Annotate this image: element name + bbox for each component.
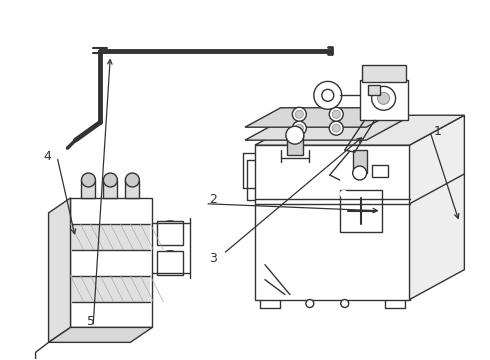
Polygon shape — [360, 80, 408, 120]
Polygon shape — [371, 165, 388, 177]
Polygon shape — [73, 276, 150, 302]
Polygon shape — [287, 135, 303, 155]
Text: 1: 1 — [434, 125, 442, 138]
Text: 2: 2 — [209, 193, 217, 206]
Circle shape — [125, 173, 139, 187]
Polygon shape — [245, 108, 402, 127]
Circle shape — [295, 124, 303, 132]
Circle shape — [306, 300, 314, 307]
Polygon shape — [71, 198, 152, 328]
Text: 5: 5 — [87, 315, 95, 328]
Circle shape — [286, 126, 304, 144]
Circle shape — [165, 258, 175, 268]
Polygon shape — [157, 221, 183, 245]
Polygon shape — [157, 251, 183, 275]
Circle shape — [293, 121, 306, 135]
Text: 3: 3 — [209, 252, 217, 265]
Circle shape — [371, 86, 395, 110]
Circle shape — [341, 300, 349, 307]
Polygon shape — [410, 115, 465, 300]
Polygon shape — [125, 180, 139, 198]
Circle shape — [165, 228, 175, 238]
Polygon shape — [368, 85, 380, 95]
Circle shape — [293, 107, 306, 121]
Circle shape — [158, 251, 182, 275]
Polygon shape — [245, 119, 406, 140]
Polygon shape — [73, 224, 150, 250]
Circle shape — [332, 124, 340, 132]
Circle shape — [81, 173, 96, 187]
Polygon shape — [49, 328, 152, 342]
Circle shape — [103, 173, 118, 187]
Circle shape — [378, 92, 390, 104]
Polygon shape — [353, 150, 367, 173]
Circle shape — [329, 121, 343, 135]
Circle shape — [295, 110, 303, 118]
Circle shape — [322, 89, 334, 101]
Circle shape — [329, 107, 343, 121]
Polygon shape — [362, 66, 406, 82]
Polygon shape — [255, 145, 410, 300]
Circle shape — [158, 221, 182, 245]
Text: 4: 4 — [43, 150, 51, 163]
Polygon shape — [81, 180, 96, 198]
Circle shape — [340, 190, 348, 198]
Circle shape — [332, 110, 340, 118]
Polygon shape — [49, 198, 71, 342]
Polygon shape — [255, 115, 465, 145]
Polygon shape — [340, 190, 382, 232]
Circle shape — [314, 81, 342, 109]
Polygon shape — [103, 180, 118, 198]
Circle shape — [353, 166, 367, 180]
